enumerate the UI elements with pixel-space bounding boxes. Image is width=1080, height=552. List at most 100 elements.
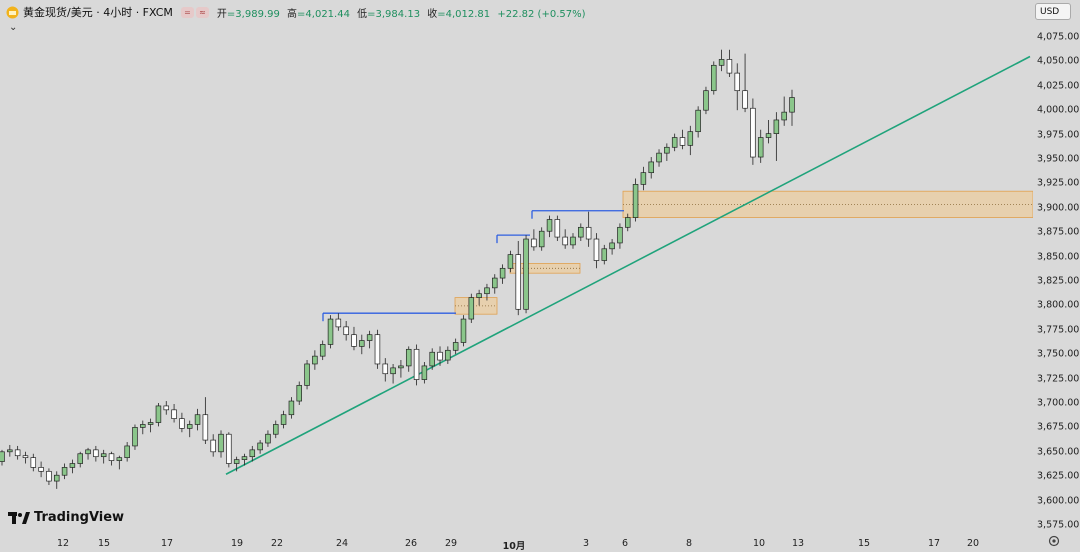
candle-down [515,254,521,310]
candle-down [593,238,600,261]
symbol-title[interactable]: 黄金现货/美元 · 4小时 · FXCM [23,6,173,19]
symbol-logo-icon [5,5,19,19]
time-tick-label: 3 [582,538,590,549]
gear-icon[interactable] [1048,535,1060,547]
price-tick-label: 3,725.00 [1037,373,1080,385]
candle-down [531,238,537,248]
candle-down [30,457,37,468]
candle-up [460,318,467,343]
price-tick-label: 3,625.00 [1037,470,1080,482]
candle-up [421,365,428,380]
candle-up [304,363,310,386]
price-tick-label: 3,650.00 [1037,446,1080,458]
toggle-equal-button[interactable]: = [180,6,194,18]
candle-up [578,226,584,238]
time-tick-label: 12 [56,538,70,549]
toggle-approx-button[interactable]: ≈ [195,6,209,18]
candle-up [233,459,240,464]
time-tick-label: 22 [270,538,284,549]
time-tick-label: 13 [791,538,805,549]
candle-up [656,152,662,163]
candle-down [585,226,592,240]
time-tick-label: 26 [404,538,418,549]
price-tick-label: 3,575.00 [1037,519,1080,531]
candle-up [601,248,608,261]
price-toggle[interactable]: = ≈ [180,6,209,18]
price-tick-label: 3,600.00 [1037,495,1080,507]
price-tick-label: 3,825.00 [1037,275,1080,287]
candle-up [452,342,459,351]
time-tick-label: 10 [752,538,766,549]
candle-down [374,334,381,365]
chart-header: 黄金现货/美元 · 4小时 · FXCM = ≈ 开=3,989.99 高=4,… [0,0,1020,24]
currency-selector[interactable]: USD [1035,3,1071,20]
candle-down [226,433,232,464]
candle-up [648,161,654,174]
candle-up [429,351,435,367]
candle-up [288,400,295,416]
candle-down [734,72,740,92]
chevron-down-icon[interactable]: ⌄ [9,22,18,33]
candle-up [523,238,529,310]
candle-up [445,349,451,361]
candle-up [194,414,201,425]
candle-up [319,344,326,357]
candle-up [100,453,107,458]
ohlc-readout: 开=3,989.99 高=4,021.44 低=3,984.13 收=4,012… [216,8,586,20]
candle-up [241,456,248,460]
candle-up [624,217,631,228]
candle-up [789,97,795,113]
candle-up [609,242,615,250]
candle-up [765,133,772,138]
candle-up [476,293,482,298]
candle-up [61,467,68,476]
time-tick-label: 17 [160,538,174,549]
candle-down [108,453,115,461]
candle-up [327,318,334,345]
candle-up [69,463,76,468]
price-tick-label: 3,700.00 [1037,397,1080,409]
candle-up [265,433,271,444]
candle-down [750,107,756,158]
brand-name: TradingView [34,510,125,525]
time-tick-label: 24 [335,538,349,549]
time-tick-label: 8 [685,538,693,549]
candle-down [210,439,216,453]
tradingview-icon [8,511,30,524]
candle-down [14,449,21,457]
price-tick-label: 3,775.00 [1037,324,1080,336]
time-tick-label: 19 [230,538,244,549]
candle-down [202,414,209,441]
price-tick-label: 3,975.00 [1037,129,1080,141]
time-tick-label: 29 [444,538,458,549]
candle-up [632,184,639,218]
price-axis[interactable]: 4,075.00 4,050.00 4,025.00 4,000.00 3,975.00… [1033,0,1080,552]
price-tick-label: 3,875.00 [1037,226,1080,238]
candle-up [85,449,91,455]
candle-up [711,64,717,92]
candle-up [468,297,475,320]
candle-up [405,348,412,367]
tradingview-logo[interactable]: TradingView [8,510,124,525]
candle-up [366,334,373,341]
candle-up [484,287,490,295]
candle-up [687,131,694,146]
candle-up [640,172,647,185]
candle-up [718,59,725,66]
candle-up [538,230,545,248]
candle-down [335,318,342,328]
candle-down [179,418,185,429]
time-tick-label: 17 [927,538,941,549]
time-tick-label: 20 [966,538,980,549]
price-chart[interactable] [0,0,1033,552]
candle-up [155,405,162,423]
candle-down [742,90,748,109]
candle-down [351,334,357,347]
candle-up [312,355,318,365]
candle-down [93,449,99,458]
candle-up [147,422,154,425]
candle-up [671,137,678,148]
trendline [225,55,1031,475]
candle-up [257,442,263,451]
candle-up [398,365,404,369]
